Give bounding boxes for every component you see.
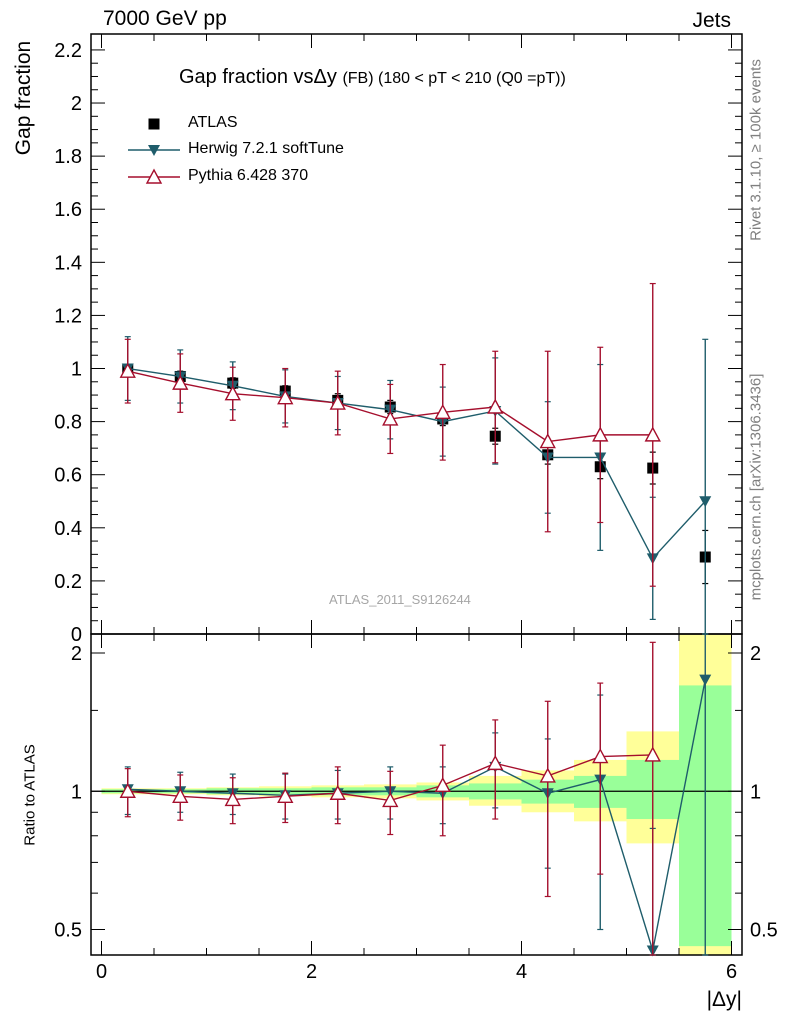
y-tick-label-main: 1.8 xyxy=(54,146,82,168)
y-tick-label-main: 2.2 xyxy=(54,40,82,62)
main-point-pythia xyxy=(487,398,504,414)
chart-title-main: Gap fraction vsΔy xyxy=(179,66,337,88)
x-tick-label: 0 xyxy=(96,961,107,983)
watermark: ATLAS_2011_S9126244 xyxy=(329,592,471,607)
main-point-pythia xyxy=(592,426,609,442)
legend-label-pythia: Pythia 6.428 370 xyxy=(188,167,309,184)
y-tick-label-main: 2 xyxy=(71,93,82,115)
main-line-herwig xyxy=(127,367,706,560)
main-point-pythia xyxy=(224,385,241,401)
y-tick-label-main: 1.6 xyxy=(54,199,82,221)
y-tick-label-ratio-right: 2 xyxy=(750,643,761,665)
x-tick-label: 4 xyxy=(516,961,527,983)
chart-title-sub: (FB) (180 < pT < 210 (Q0 =pT)) xyxy=(342,70,566,87)
x-tick-label: 2 xyxy=(306,961,317,983)
main-panel-frame xyxy=(90,33,743,635)
ratio-point-pythia xyxy=(382,791,399,808)
y-tick-label-main: 0.4 xyxy=(54,518,82,540)
ratio-point-pythia xyxy=(329,784,346,800)
ratio-point-pythia xyxy=(592,748,609,764)
legend-marker-pythia xyxy=(145,168,163,184)
main-point-pythia xyxy=(382,410,399,426)
y-tick-label-ratio-left: 2 xyxy=(71,643,82,665)
y-tick-label-main: 1 xyxy=(71,359,82,381)
x-tick-label: 6 xyxy=(726,961,737,983)
chart-title: Gap fraction vsΔy (FB) (180 < pT < 210 (… xyxy=(179,66,566,89)
ratio-point-pythia xyxy=(644,746,661,762)
ratio-point-pythia xyxy=(119,782,136,798)
main-point-pythia xyxy=(329,394,346,410)
main-point-herwig xyxy=(699,496,712,508)
ratio-point-herwig xyxy=(699,674,712,686)
legend-marker-herwig xyxy=(148,145,160,156)
header-right-label: Jets xyxy=(692,9,731,32)
y-tick-label-main: 0.2 xyxy=(54,571,82,593)
y-tick-label-ratio-left: 0.5 xyxy=(54,920,82,942)
main-point-pythia xyxy=(172,374,189,390)
main-point-pythia xyxy=(277,389,294,405)
ratio-point-pythia xyxy=(434,776,451,793)
legend-label-atlas: ATLAS xyxy=(188,114,238,131)
x-axis-label: |Δy| xyxy=(706,988,742,1011)
main-point-pythia xyxy=(434,403,451,420)
main-point-pythia xyxy=(644,426,661,442)
y-tick-label-main: 1.2 xyxy=(54,305,82,327)
legend-marker-atlas xyxy=(148,118,160,130)
y-tick-label-main: 0.6 xyxy=(54,465,82,487)
main-point-pythia xyxy=(539,433,556,449)
ratio-point-pythia xyxy=(277,787,294,804)
y-tick-label-ratio-right: 0.5 xyxy=(750,920,778,942)
y-tick-label-main: 0 xyxy=(71,624,82,646)
y-tick-label-ratio-right: 1 xyxy=(750,781,761,803)
ratio-point-pythia xyxy=(172,787,189,804)
ratio-point-pythia xyxy=(487,754,504,771)
header-left-label: 7000 GeV pp xyxy=(103,7,227,30)
y-tick-label-main: 1.4 xyxy=(54,252,82,274)
ratio-point-pythia xyxy=(539,767,556,783)
ratio-point-pythia xyxy=(224,790,241,807)
y-tick-label-main: 0.8 xyxy=(54,412,82,434)
legend-label-herwig: Herwig 7.2.1 softTune xyxy=(188,140,344,157)
y-tick-label-ratio-left: 1 xyxy=(71,781,82,803)
main-point-pythia xyxy=(119,362,136,378)
